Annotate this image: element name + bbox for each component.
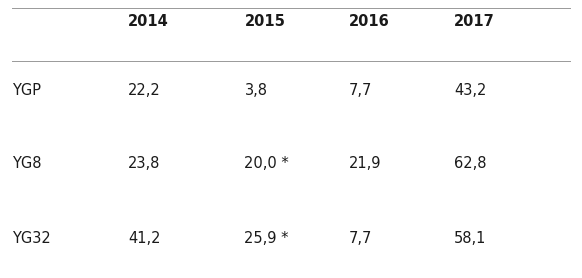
Text: 62,8: 62,8 [454, 156, 487, 171]
Text: 41,2: 41,2 [128, 231, 161, 246]
Text: 23,8: 23,8 [128, 156, 161, 171]
Text: 2017: 2017 [454, 14, 495, 29]
Text: 2015: 2015 [244, 14, 285, 29]
Text: 21,9: 21,9 [349, 156, 382, 171]
Text: 25,9 *: 25,9 * [244, 231, 289, 246]
Text: 20,0 *: 20,0 * [244, 156, 289, 171]
Text: YG8: YG8 [12, 156, 41, 171]
Text: 58,1: 58,1 [454, 231, 487, 246]
Text: 7,7: 7,7 [349, 231, 372, 246]
Text: 7,7: 7,7 [349, 83, 372, 98]
Text: YG32: YG32 [12, 231, 51, 246]
Text: 43,2: 43,2 [454, 83, 487, 98]
Text: 2016: 2016 [349, 14, 390, 29]
Text: YGP: YGP [12, 83, 41, 98]
Text: 22,2: 22,2 [128, 83, 161, 98]
Text: 3,8: 3,8 [244, 83, 268, 98]
Text: 2014: 2014 [128, 14, 169, 29]
